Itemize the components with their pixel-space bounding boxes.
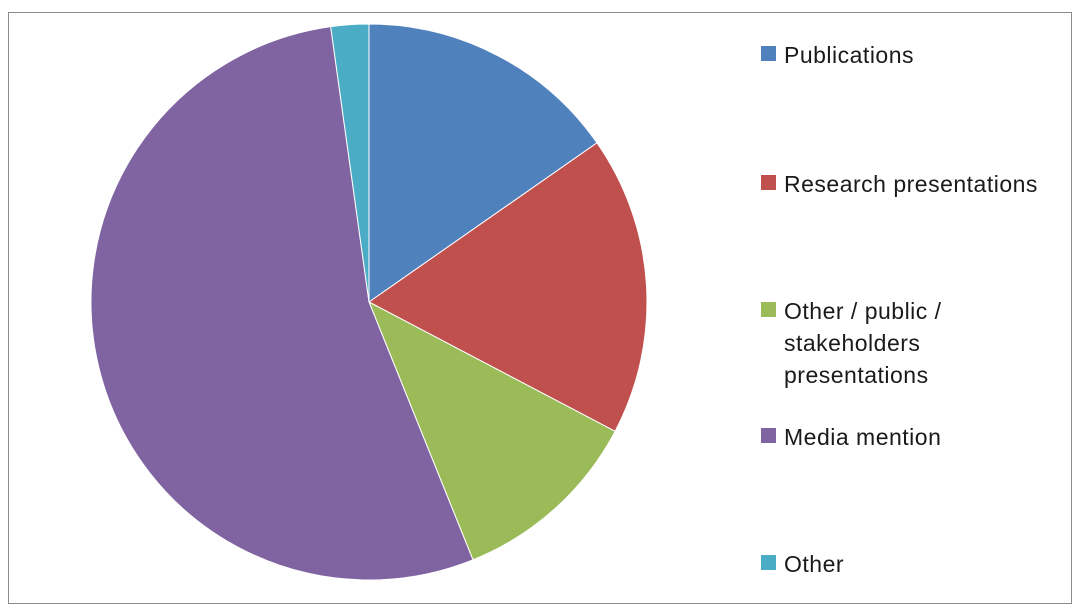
pie-slice-research-presentations — [368, 142, 648, 432]
legend-item-research-presentations: Research presentations — [761, 168, 1075, 200]
legend-label-media-mention: Media mention — [784, 424, 942, 450]
legend-label-other: Other — [784, 551, 845, 577]
legend-label-other-public-stakeholders-presentations: Other / public / stakeholders presentati… — [784, 298, 942, 388]
legend-swatch-other — [761, 555, 776, 570]
legend-item-media-mention: Media mention — [761, 421, 1075, 453]
legend-swatch-research-presentations — [761, 175, 776, 190]
legend-item-publications: Publications — [761, 39, 1075, 71]
legend-swatch-media-mention — [761, 428, 776, 443]
legend-swatch-other-public-stakeholders-presentations — [761, 302, 776, 317]
chart-legend: Publications Research presentations Othe… — [761, 39, 1075, 599]
legend-label-research-presentations: Research presentations — [784, 171, 1038, 197]
pie-slice-other-public-stakeholders-presentations — [368, 300, 616, 561]
pie-slice-other — [330, 23, 370, 303]
pie-slice-media-mention — [90, 26, 474, 581]
legend-item-other-public-stakeholders-presentations: Other / public / stakeholders presentati… — [761, 295, 969, 391]
legend-item-other: Other — [761, 548, 1075, 580]
pie-chart — [90, 23, 648, 581]
legend-swatch-publications — [761, 46, 776, 61]
chart-area: Publications Research presentations Othe… — [8, 12, 1072, 604]
legend-label-publications: Publications — [784, 42, 915, 68]
pie-slice-publications — [368, 23, 598, 303]
pie-slices — [90, 23, 648, 581]
